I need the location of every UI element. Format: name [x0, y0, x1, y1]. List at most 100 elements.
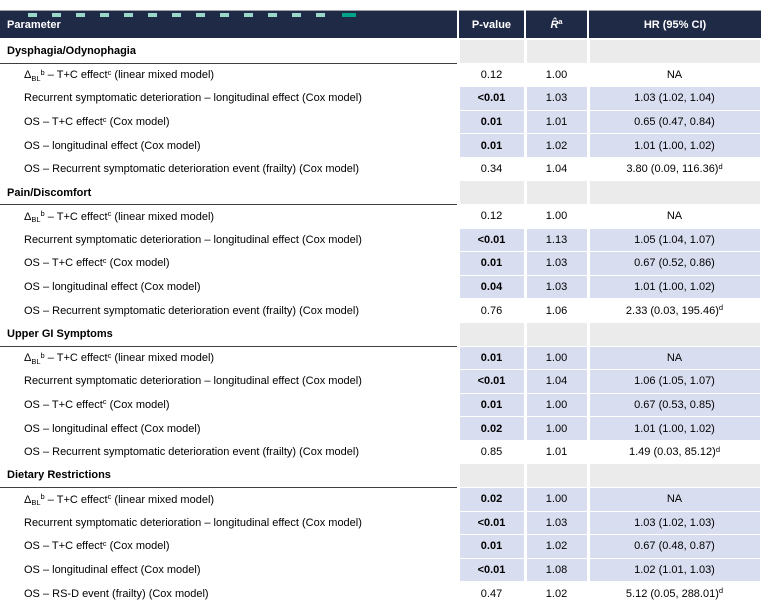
table-row: Recurrent symptomatic deterioration – lo…	[0, 86, 761, 111]
r-hat-cell: 1.04	[523, 369, 590, 394]
section-p-cell	[456, 180, 527, 206]
p-value-cell: 0.47	[456, 581, 527, 606]
r-hat-cell: 1.01	[523, 439, 590, 465]
table-row: ΔBLb – T+C effectc (linear mixed model) 0…	[0, 62, 761, 88]
r-hat-cell: 1.00	[523, 416, 590, 441]
section-r-cell	[523, 321, 590, 347]
table-row: OS – T+C effectc (Cox model) 0.01 1.01 0.65…	[0, 109, 761, 135]
hr-cell: NA	[586, 204, 761, 229]
hr-cell: NA	[586, 62, 761, 88]
p-value-cell: 0.01	[456, 392, 527, 418]
hr-cell: 0.67 (0.53, 0.85)	[586, 392, 761, 418]
p-value-cell: 0.01	[456, 345, 527, 371]
p-value-cell: 0.02	[456, 416, 527, 441]
r-hat-cell: 1.02	[523, 581, 590, 606]
table-row: Recurrent symptomatic deterioration – lo…	[0, 227, 761, 253]
section-r-cell	[523, 180, 590, 206]
p-value-cell: 0.01	[456, 534, 527, 559]
hr-cell: 2.33 (0.03, 195.46)d	[586, 298, 761, 323]
parameter-cell: OS – T+C effectc (Cox model)	[24, 255, 170, 270]
table-row: ΔBLb – T+C effectc (linear mixed model) 0…	[0, 345, 761, 371]
hr-cell: NA	[586, 486, 761, 512]
parameter-cell: ΔBLb – T+C effectc (linear mixed model)	[24, 350, 215, 366]
p-value-cell: <0.01	[456, 369, 527, 394]
cropped-text-remnant-green	[342, 13, 356, 17]
parameter-cell: OS – longitudinal effect (Cox model)	[24, 422, 201, 435]
section-header-row: Dietary Restrictions	[0, 463, 761, 488]
p-value-cell: 0.34	[456, 156, 527, 182]
header-row: Parameter P-value R̂a HR (95% CI)	[0, 10, 761, 40]
p-value-cell: <0.01	[456, 557, 527, 583]
table-row: OS – longitudinal effect (Cox model) 0.02…	[0, 416, 761, 441]
column-header-r-hat: R̂a	[524, 10, 588, 40]
parameter-cell: Recurrent symptomatic deterioration – lo…	[24, 375, 362, 388]
section-p-cell	[456, 321, 527, 347]
p-value-cell: <0.01	[456, 227, 527, 253]
hr-cell: 1.01 (1.00, 1.02)	[586, 416, 761, 441]
hr-cell: 1.06 (1.05, 1.07)	[586, 369, 761, 394]
table-row: OS – T+C effectc (Cox model) 0.01 1.02 0.67…	[0, 534, 761, 559]
section-title: Dietary Restrictions	[0, 463, 458, 488]
hr-cell: NA	[586, 345, 761, 371]
hr-cell: 1.01 (1.00, 1.02)	[586, 274, 761, 300]
parameter-cell: Recurrent symptomatic deterioration – lo…	[24, 92, 362, 105]
r-hat-cell: 1.00	[523, 392, 590, 418]
table-row: OS – RS-D event (frailty) (Cox model) 0.4…	[0, 581, 761, 606]
r-hat-cell: 1.01	[523, 109, 590, 135]
section-title: Dysphagia/Odynophagia	[0, 39, 458, 64]
section-p-cell	[456, 463, 527, 488]
r-hat-cell: 1.00	[523, 204, 590, 229]
r-hat-cell: 1.03	[523, 86, 590, 111]
page: Parameter P-value R̂a HR (95% CI) Dyspha…	[0, 10, 761, 606]
section-hr-cell	[586, 180, 761, 206]
r-hat-cell: 1.13	[523, 227, 590, 253]
hr-cell: 0.65 (0.47, 0.84)	[586, 109, 761, 135]
p-value-cell: 0.76	[456, 298, 527, 323]
parameter-cell: OS – T+C effectc (Cox model)	[24, 114, 170, 129]
r-hat-cell: 1.03	[523, 251, 590, 276]
section-hr-cell	[586, 321, 761, 347]
hr-cell: 0.67 (0.48, 0.87)	[586, 534, 761, 559]
table-body: Dysphagia/Odynophagia ΔBLb – T+C effectc …	[0, 38, 761, 606]
parameter-cell: OS – Recurrent symptomatic deterioration…	[24, 163, 360, 176]
parameter-cell: ΔBLb – T+C effectc (linear mixed model)	[24, 209, 215, 225]
section-hr-cell	[586, 463, 761, 488]
parameter-cell: OS – Recurrent symptomatic deterioration…	[24, 446, 360, 459]
r-hat-cell: 1.00	[523, 345, 590, 371]
parameter-cell: OS – RS-D event (frailty) (Cox model)	[24, 587, 209, 600]
hr-cell: 3.80 (0.09, 116.36)d	[586, 156, 761, 182]
r-hat-cell: 1.02	[523, 534, 590, 559]
parameter-cell: OS – T+C effectc (Cox model)	[24, 538, 170, 553]
hr-cell: 1.03 (1.02, 1.03)	[586, 510, 761, 536]
section-r-cell	[523, 463, 590, 488]
table-row: OS – T+C effectc (Cox model) 0.01 1.03 0.67…	[0, 251, 761, 276]
column-header-p-value: P-value	[457, 10, 525, 40]
hr-cell: 0.67 (0.52, 0.86)	[586, 251, 761, 276]
parameter-cell: Recurrent symptomatic deterioration – lo…	[24, 233, 362, 246]
column-header-hr-ci: HR (95% CI)	[587, 10, 761, 40]
table-row: Recurrent symptomatic deterioration – lo…	[0, 369, 761, 394]
p-value-cell: 0.85	[456, 439, 527, 465]
parameter-cell: OS – longitudinal effect (Cox model)	[24, 139, 201, 152]
hr-cell: 1.02 (1.01, 1.03)	[586, 557, 761, 583]
r-hat-cell: 1.06	[523, 298, 590, 323]
p-value-cell: 0.12	[456, 204, 527, 229]
table-row: OS – longitudinal effect (Cox model) <0.0…	[0, 557, 761, 583]
r-hat-cell: 1.02	[523, 133, 590, 158]
r-hat-cell: 1.08	[523, 557, 590, 583]
section-header-row: Dysphagia/Odynophagia	[0, 38, 761, 64]
r-hat-cell: 1.03	[523, 274, 590, 300]
table-row: ΔBLb – T+C effectc (linear mixed model) 0…	[0, 486, 761, 512]
r-hat-cell: 1.00	[523, 62, 590, 88]
p-value-cell: <0.01	[456, 510, 527, 536]
parameter-cell: OS – Recurrent symptomatic deterioration…	[24, 304, 360, 317]
r-hat-cell: 1.03	[523, 510, 590, 536]
p-value-cell: <0.01	[456, 86, 527, 111]
section-title: Pain/Discomfort	[0, 180, 458, 206]
r-hat-cell: 1.04	[523, 156, 590, 182]
table-row: OS – T+C effectc (Cox model) 0.01 1.00 0.67…	[0, 392, 761, 418]
hr-cell: 1.49 (0.03, 85.12)d	[586, 439, 761, 465]
parameter-cell: OS – longitudinal effect (Cox model)	[24, 281, 201, 294]
hr-cell: 1.01 (1.00, 1.02)	[586, 133, 761, 158]
section-p-cell	[456, 38, 527, 64]
